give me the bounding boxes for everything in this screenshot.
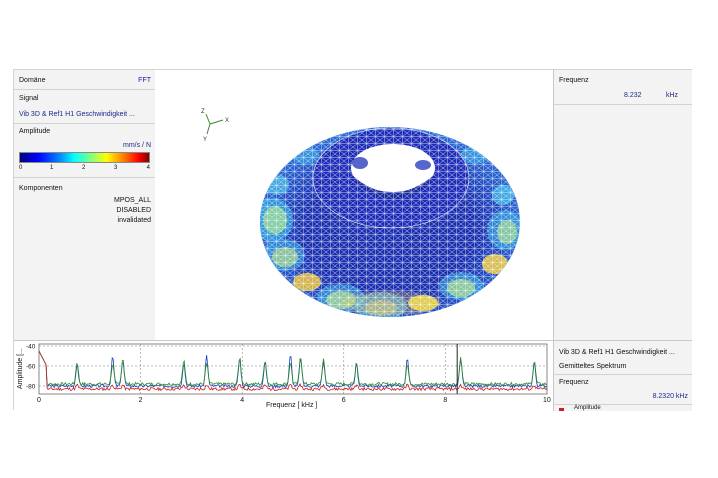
x-tick-label: 2 bbox=[139, 397, 143, 404]
spectrum-series-line bbox=[38, 350, 548, 392]
amplitude-label: Amplitude bbox=[19, 128, 51, 135]
spectrum-type[interactable]: Gemitteltes Spektrum bbox=[559, 363, 627, 370]
spectrum-info-panel: Vib 3D & Ref1 H1 Geschwindigkeit ... Gem… bbox=[553, 341, 692, 411]
x-tick-label: 10 bbox=[543, 397, 551, 404]
signal-label: Signal bbox=[19, 95, 39, 102]
components-label: Komponenten bbox=[19, 185, 63, 192]
y-tick-label: -80 bbox=[26, 384, 36, 391]
signal-value[interactable]: Vib 3D & Ref1 H1 Geschwindigkeit ... bbox=[19, 111, 135, 118]
axis-y-label: Y bbox=[203, 137, 207, 143]
spectrum-panel: 0 2 4 6 8 10 -40 -60 -80 Frequenz [ kHz ] Ampli… bbox=[14, 340, 692, 411]
color-scale-bar[interactable] bbox=[19, 152, 150, 163]
3d-model-svg: X Z Y bbox=[201, 109, 520, 317]
y-tick-label: -60 bbox=[26, 364, 36, 371]
domain-label: Domäne bbox=[19, 77, 46, 84]
legend-swatch bbox=[559, 408, 564, 411]
component-value-2: invalidated bbox=[117, 217, 151, 224]
scale-tick: 2 bbox=[82, 165, 86, 171]
spectrum-series-line bbox=[38, 350, 548, 387]
component-value-1: DISABLED bbox=[116, 207, 151, 214]
axis-triad-icon: X Z Y bbox=[201, 109, 229, 143]
scale-tick: 1 bbox=[50, 165, 54, 171]
frequency-unit: kHz bbox=[665, 92, 678, 99]
axis-z-label: Z bbox=[201, 109, 205, 115]
frequency-label: Frequenz bbox=[559, 77, 589, 84]
scale-tick: 0 bbox=[19, 165, 23, 171]
scale-tick: 4 bbox=[146, 165, 150, 171]
legend-label: Amplitude bbox=[574, 405, 601, 411]
axis-x-label: X bbox=[225, 118, 229, 124]
frequency-value[interactable]: 8.232 bbox=[624, 92, 642, 99]
amplitude-unit[interactable]: mm/s / N bbox=[123, 142, 151, 149]
properties-panel: Domäne FFT Signal Vib 3D & Ref1 H1 Gesch… bbox=[14, 70, 156, 340]
turbine-disc-mesh bbox=[260, 127, 520, 317]
x-tick-label: 8 bbox=[443, 397, 447, 404]
scale-ticks: 0 1 2 3 4 bbox=[19, 165, 150, 174]
component-value-0: MPOS_ALL bbox=[114, 197, 151, 204]
spectrum-frequency-value[interactable]: 8.2320 kHz bbox=[652, 393, 688, 400]
x-tick-label: 6 bbox=[342, 397, 346, 404]
x-axis-label: Frequenz [ kHz ] bbox=[266, 402, 317, 409]
spectrum-signal[interactable]: Vib 3D & Ref1 H1 Geschwindigkeit ... bbox=[559, 349, 675, 356]
frequency-panel: Frequenz 8.232 kHz bbox=[553, 70, 692, 340]
series-group bbox=[38, 350, 548, 392]
plot-area bbox=[38, 343, 548, 395]
3d-viewport[interactable]: X Z Y bbox=[155, 70, 553, 340]
x-tick-label: 4 bbox=[240, 397, 244, 404]
y-axis-label: Amplitude [... bbox=[17, 348, 24, 389]
x-ticks: 0 2 4 6 8 10 bbox=[37, 397, 551, 404]
y-ticks: -40 -60 -80 bbox=[26, 344, 36, 391]
scale-tick: 3 bbox=[114, 165, 118, 171]
domain-value[interactable]: FFT bbox=[138, 77, 151, 84]
app-window: Domäne FFT Signal Vib 3D & Ref1 H1 Gesch… bbox=[13, 69, 692, 411]
spectrum-chart[interactable]: 0 2 4 6 8 10 -40 -60 -80 Frequenz [ kHz ] Ampli… bbox=[14, 341, 553, 411]
y-tick-label: -40 bbox=[26, 344, 36, 351]
spectrum-frequency-label: Frequenz bbox=[559, 379, 589, 386]
x-tick-label: 0 bbox=[37, 397, 41, 404]
